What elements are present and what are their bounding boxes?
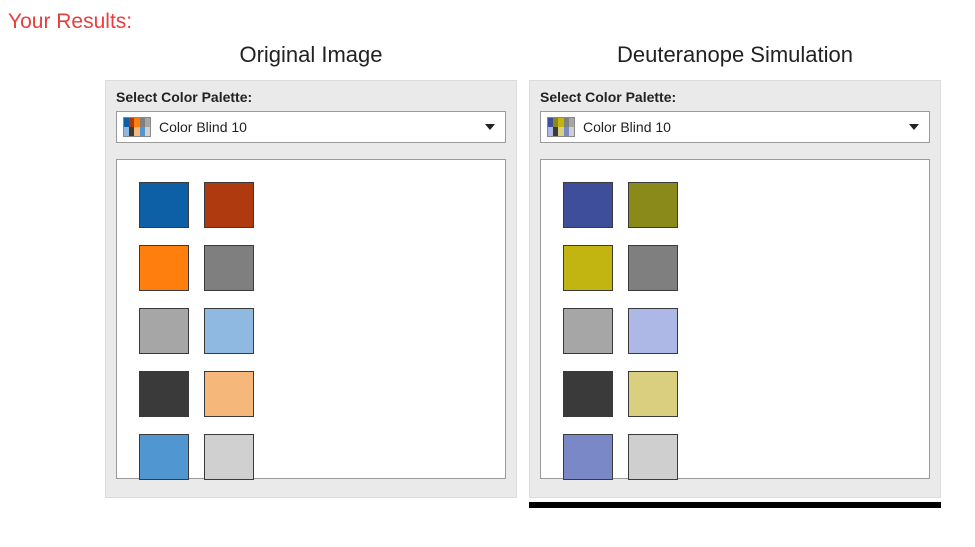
- panel-body-original: Select Color Palette: Color Blind 10: [105, 80, 517, 498]
- palette-mini-preview-icon: [123, 117, 151, 137]
- panels-row: Original Image Select Color Palette: Col…: [105, 42, 975, 508]
- color-swatch: [628, 308, 678, 354]
- swatch-grid-deuteranope: [563, 182, 907, 484]
- palette-dropdown-original[interactable]: Color Blind 10: [116, 111, 506, 143]
- color-swatch: [204, 308, 254, 354]
- panel-heading-original: Original Image: [105, 42, 517, 68]
- color-swatch: [139, 371, 189, 417]
- chevron-down-icon: [909, 124, 919, 130]
- panel-original: Original Image Select Color Palette: Col…: [105, 42, 517, 508]
- palette-dropdown-text: Color Blind 10: [159, 119, 247, 135]
- color-swatch: [628, 245, 678, 291]
- color-swatch: [139, 182, 189, 228]
- select-palette-label: Select Color Palette:: [116, 89, 506, 105]
- color-swatch: [563, 308, 613, 354]
- swatch-area-deuteranope: [540, 159, 930, 479]
- select-palette-label: Select Color Palette:: [540, 89, 930, 105]
- color-swatch: [204, 182, 254, 228]
- palette-dropdown-text: Color Blind 10: [583, 119, 671, 135]
- color-swatch: [563, 182, 613, 228]
- color-swatch: [628, 434, 678, 480]
- color-swatch: [628, 182, 678, 228]
- palette-dropdown-deuteranope[interactable]: Color Blind 10: [540, 111, 930, 143]
- panel-bottom-bar: [529, 502, 941, 508]
- color-swatch: [139, 308, 189, 354]
- color-swatch: [204, 371, 254, 417]
- panel-deuteranope: Deuteranope Simulation Select Color Pale…: [529, 42, 941, 508]
- results-title: Your Results:: [8, 10, 975, 34]
- color-swatch: [563, 434, 613, 480]
- swatch-grid-original: [139, 182, 483, 484]
- color-swatch: [563, 245, 613, 291]
- color-swatch: [139, 245, 189, 291]
- chevron-down-icon: [485, 124, 495, 130]
- palette-mini-preview-icon: [547, 117, 575, 137]
- swatch-area-original: [116, 159, 506, 479]
- color-swatch: [204, 245, 254, 291]
- color-swatch: [628, 371, 678, 417]
- color-swatch: [139, 434, 189, 480]
- color-swatch: [563, 371, 613, 417]
- color-swatch: [204, 434, 254, 480]
- panel-body-deuteranope: Select Color Palette: Color Blind 10: [529, 80, 941, 498]
- panel-heading-deuteranope: Deuteranope Simulation: [529, 42, 941, 68]
